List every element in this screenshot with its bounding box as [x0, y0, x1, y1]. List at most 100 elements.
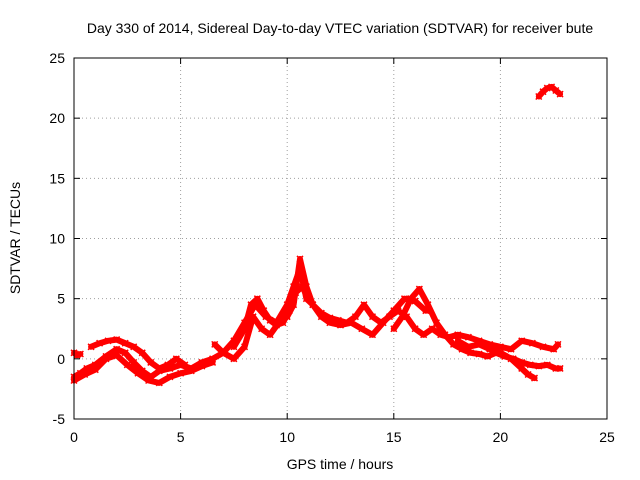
data-point [377, 319, 385, 327]
data-point [535, 362, 543, 370]
data-point [411, 325, 419, 333]
data-point [424, 301, 432, 309]
data-point [543, 361, 551, 369]
x-axis-label: GPS time / hours [287, 456, 394, 472]
data-point [241, 343, 249, 351]
data-point [394, 307, 402, 315]
data-point [496, 349, 504, 357]
data-point [317, 309, 325, 317]
data-point [420, 331, 428, 339]
data-point [454, 337, 462, 345]
data-point [91, 366, 99, 374]
data-point [467, 349, 475, 357]
series-track-8 [70, 349, 84, 359]
data-point [130, 343, 138, 351]
x-tick-label: 5 [177, 429, 185, 445]
data-point [123, 361, 131, 369]
y-tick-label: 5 [57, 291, 65, 307]
data-point [484, 352, 492, 360]
series-track-3 [87, 336, 189, 372]
chart-title: Day 330 of 2014, Sidereal Day-to-day VTE… [87, 20, 594, 36]
series-track-9 [535, 83, 564, 101]
data-point [258, 325, 266, 333]
data-point [113, 345, 121, 353]
data-point [253, 295, 261, 303]
data-point [475, 340, 483, 348]
data-point [130, 358, 138, 366]
data-point [230, 343, 238, 351]
data-point [368, 331, 377, 339]
data-point [407, 295, 415, 303]
data-point [147, 358, 155, 366]
series-track-4 [211, 255, 562, 363]
data-point [400, 295, 408, 303]
series-track-7 [230, 283, 313, 351]
data-point [496, 343, 504, 351]
data-point [266, 316, 274, 324]
data-point [164, 361, 172, 369]
data-marks [70, 83, 564, 387]
data-point [121, 349, 129, 357]
data-point [187, 367, 195, 375]
data-point [486, 345, 494, 353]
data-point [298, 283, 306, 291]
data-point [368, 313, 377, 321]
data-point [530, 374, 539, 382]
data-point [326, 314, 334, 322]
data-point [209, 358, 217, 366]
data-point [181, 361, 189, 369]
data-point [351, 313, 359, 321]
data-point [134, 369, 142, 377]
data-point [279, 319, 287, 327]
data-point [76, 350, 84, 358]
data-point [96, 339, 104, 347]
data-point [155, 364, 163, 372]
data-point [81, 370, 89, 379]
series-track-6 [454, 337, 539, 382]
data-point [556, 364, 564, 372]
series-line [211, 256, 561, 362]
data-point [260, 307, 268, 315]
data-point [556, 90, 564, 98]
y-tick-label: 15 [49, 170, 65, 186]
data-point [138, 349, 146, 357]
data-point [415, 285, 423, 293]
y-axis-label: SDTVAR / TECUs [7, 182, 23, 294]
data-point [464, 333, 472, 341]
data-point [230, 355, 238, 363]
data-point [507, 345, 515, 353]
data-point [309, 301, 317, 309]
data-point [304, 295, 313, 303]
data-point [177, 369, 185, 377]
data-point [398, 313, 406, 321]
data-point [475, 350, 483, 358]
data-point [172, 355, 180, 363]
data-point [198, 362, 206, 370]
data-point [528, 339, 536, 347]
data-point [87, 343, 95, 351]
data-point [145, 376, 153, 385]
data-point [166, 373, 174, 381]
y-tick-label: 25 [49, 50, 65, 66]
data-point [554, 340, 562, 348]
y-tick-label: -5 [53, 411, 66, 427]
x-tick-label: 25 [599, 429, 615, 445]
data-point [273, 321, 281, 329]
data-point [113, 336, 121, 344]
data-point [211, 340, 219, 348]
x-tick-label: 10 [279, 429, 295, 445]
data-point [334, 316, 342, 324]
data-point [386, 313, 394, 321]
data-point [155, 379, 163, 387]
data-point [104, 337, 112, 345]
x-tick-label: 0 [70, 429, 78, 445]
data-point [343, 319, 351, 327]
data-point [518, 337, 526, 345]
data-point [464, 343, 472, 351]
series-track-2 [70, 351, 217, 387]
data-point [285, 307, 293, 315]
data-point [219, 349, 227, 357]
data-point [428, 325, 436, 333]
